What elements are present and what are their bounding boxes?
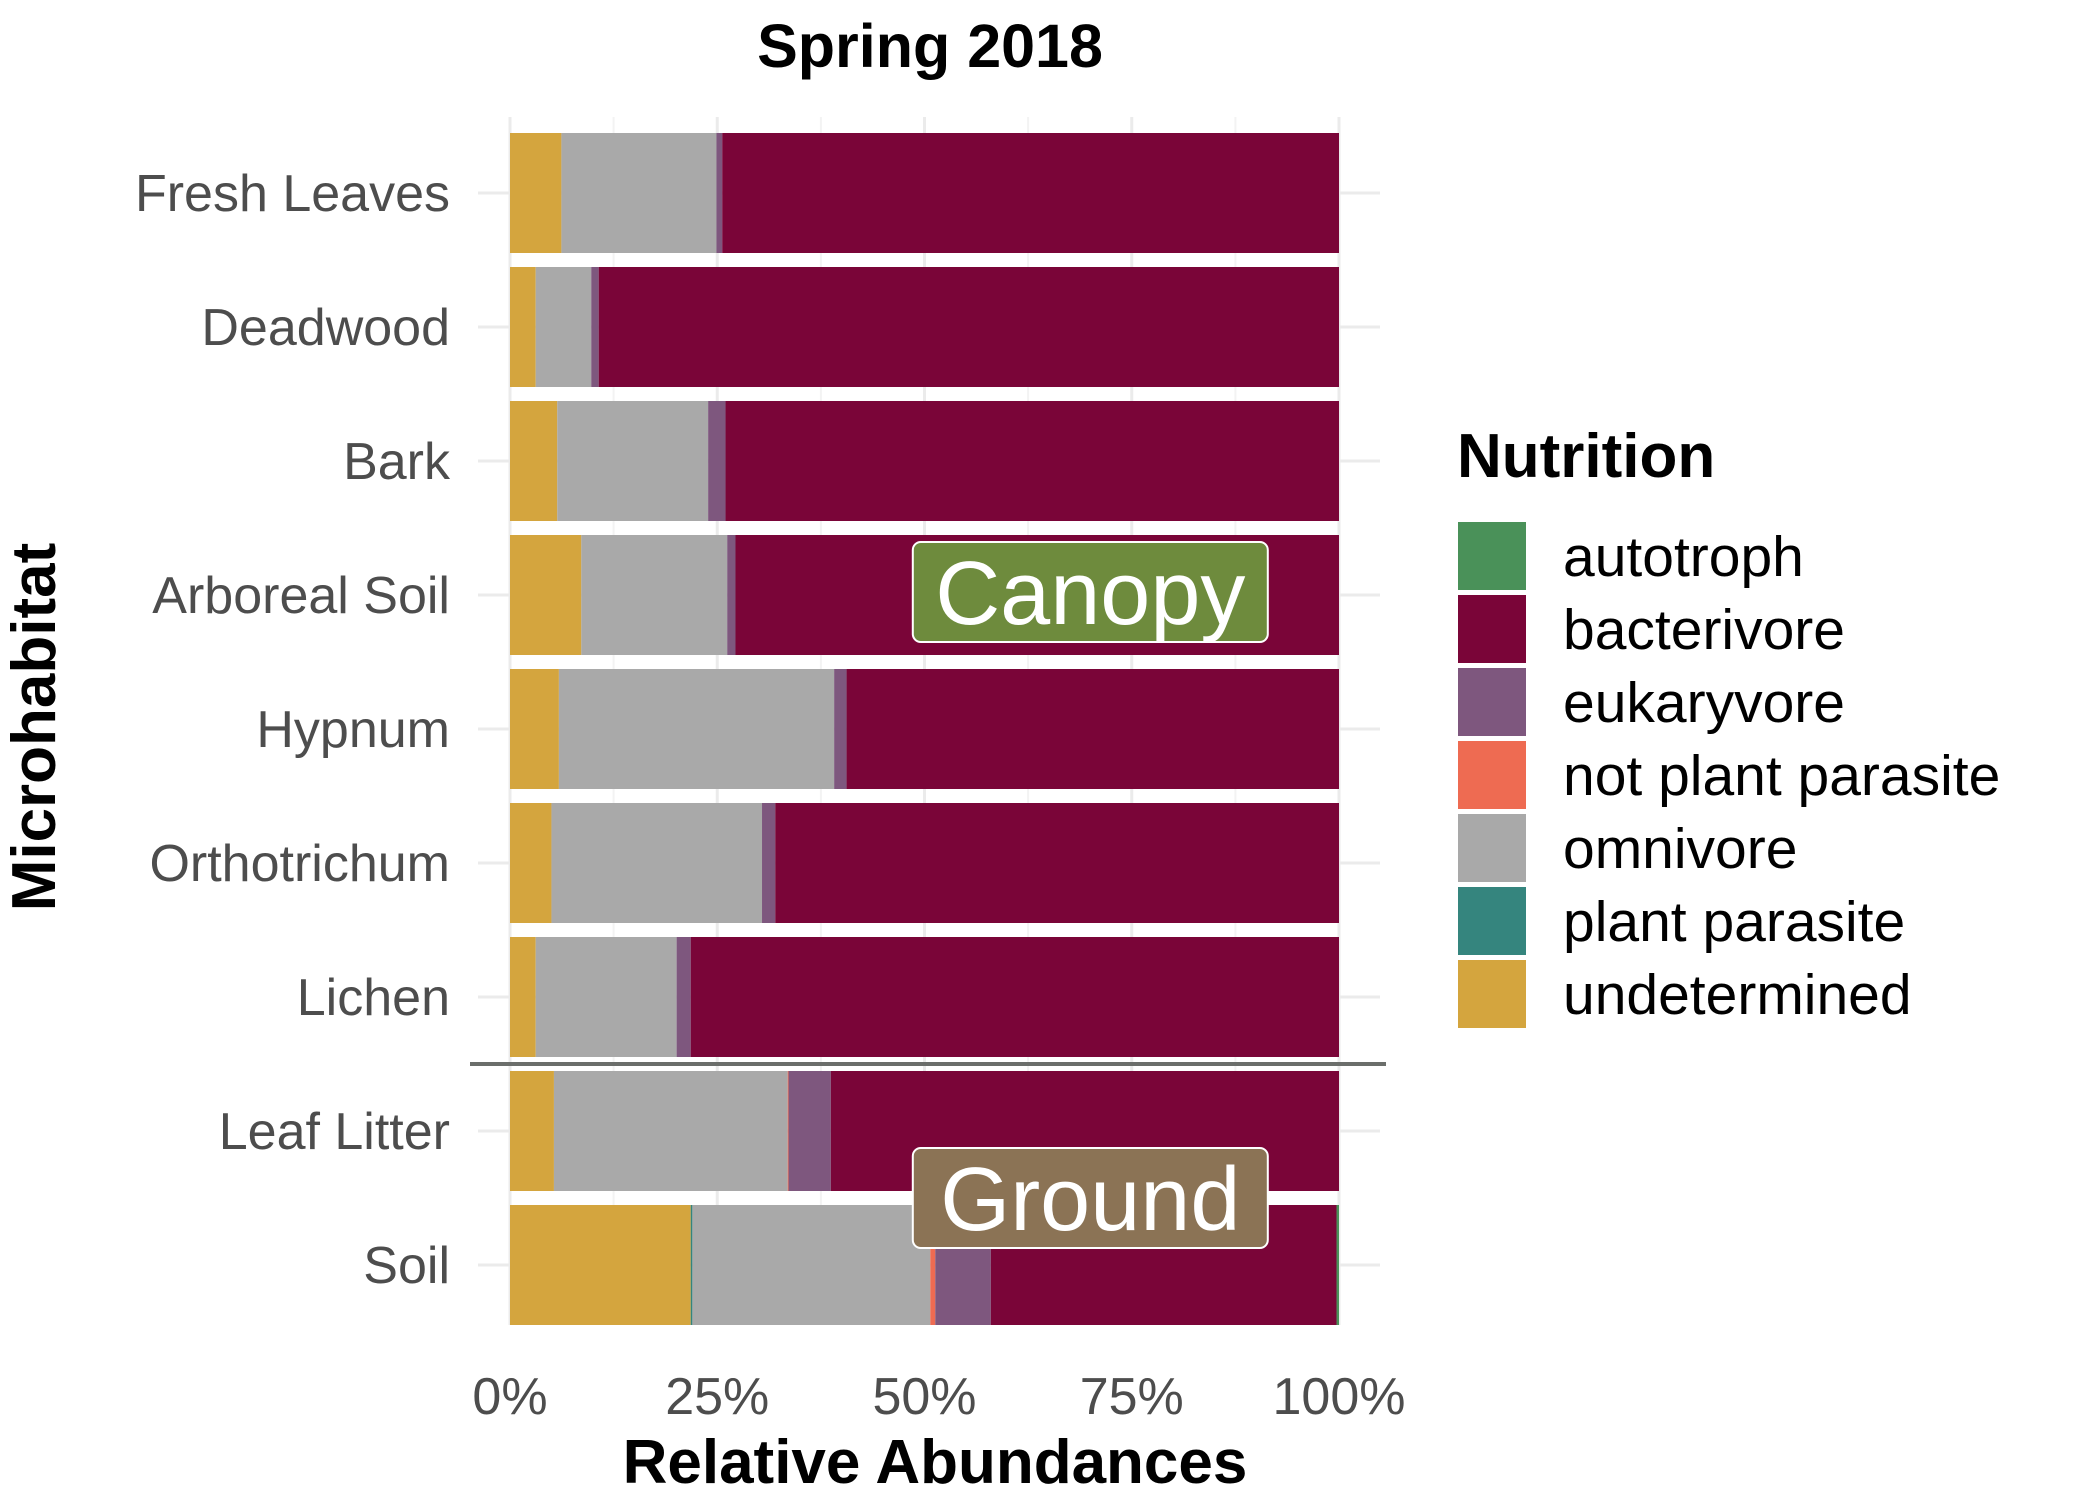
x-tick-labels: 0% 25% 50% 75% 100% [472,1368,1405,1426]
bar-hypnum-bacterivore [846,669,1339,789]
x-tick-label: 75% [1080,1368,1184,1426]
bar-lichen-bacterivore [690,937,1339,1057]
y-tick-labels: Fresh Leaves Deadwood Bark Arboreal Soil Hyp… [135,165,451,1295]
bar-soil-not-plant-parasite [930,1205,936,1325]
legend-label-eukaryvore: eukaryvore [1563,671,1845,735]
y-tick-label-bark: Bark [343,433,451,491]
bar-hypnum-omnivore [558,669,835,789]
y-tick-label-fresh-leaves: Fresh Leaves [135,165,450,223]
bar-fresh-leaves-undetermined [510,133,562,253]
legend-label-plant-parasite: plant parasite [1563,890,1905,954]
legend-label-autotroph: autotroph [1563,525,1804,589]
y-tick-label-leaf-litter: Leaf Litter [219,1103,450,1161]
legend-swatch-plant-parasite [1458,887,1526,955]
y-tick-label-deadwood: Deadwood [201,299,450,357]
bar-soil-omnivore [692,1205,931,1325]
bar-orthotrichum-eukaryvore [762,803,776,923]
bar-deadwood-bacterivore [598,267,1339,387]
y-tick-label-hypnum: Hypnum [256,701,450,759]
bar-bark-eukaryvore [708,401,726,521]
x-tick-label: 25% [665,1368,769,1426]
y-tick-label-arboreal-soil: Arboreal Soil [152,567,450,625]
x-tick-label: 100% [1273,1368,1406,1426]
group-annotations: Canopy Ground [911,541,1269,1250]
x-tick-label: 0% [472,1368,547,1426]
bar-hypnum-eukaryvore [834,669,847,789]
bar-deadwood-omnivore [535,267,592,387]
annotation-canopy: Canopy [911,541,1269,644]
chart-title: Spring 2018 [757,12,1103,80]
legend-item-plant-parasite: plant parasite [1458,887,1905,955]
bar-bark-bacterivore [725,401,1339,521]
legend-item-autotroph: autotroph [1458,522,1804,590]
legend-item-bacterivore: bacterivore [1458,595,1845,663]
x-tick-label: 50% [872,1368,976,1426]
bar-leaf-litter-eukaryvore [788,1071,831,1191]
x-axis-title: Relative Abundances [623,1428,1248,1497]
legend-item-undetermined: undetermined [1458,960,1912,1028]
bar-lichen-eukaryvore [676,937,691,1057]
bars-layer [510,133,1339,1325]
bar-leaf-litter-omnivore [553,1071,788,1191]
legend-swatch-omnivore [1458,814,1526,882]
bar-bark-omnivore [557,401,709,521]
bar-soil-plant-parasite [690,1205,693,1325]
bar-leaf-litter-not-plant-parasite [787,1071,789,1191]
legend-swatch-not-plant-parasite [1458,741,1526,809]
y-tick-label-orthotrichum: Orthotrichum [149,835,450,893]
bar-hypnum-undetermined [510,669,559,789]
bar-orthotrichum-omnivore [551,803,763,923]
annotation-box-canopy [911,541,1269,643]
y-tick-label-soil: Soil [363,1237,450,1295]
legend-label-not-plant-parasite: not plant parasite [1563,744,2000,808]
legend-label-omnivore: omnivore [1563,817,1797,881]
bar-soil-autotroph [1336,1205,1339,1325]
bar-orthotrichum-bacterivore [775,803,1339,923]
legend-swatch-eukaryvore [1458,668,1526,736]
legend-swatch-autotroph [1458,522,1526,590]
bar-deadwood-undetermined [510,267,536,387]
bar-fresh-leaves-omnivore [561,133,717,253]
legend-title: Nutrition [1457,422,1715,491]
legend-swatch-undetermined [1458,960,1526,1028]
bar-bark-undetermined [510,401,558,521]
bar-fresh-leaves-bacterivore [722,133,1339,253]
bar-deadwood-eukaryvore [591,267,599,387]
bar-lichen-undetermined [510,937,536,1057]
y-tick-label-lichen: Lichen [297,969,450,1027]
bar-leaf-litter-undetermined [510,1071,554,1191]
legend-item-not-plant-parasite: not plant parasite [1458,741,2000,809]
annotation-label-ground: Ground [940,1150,1240,1250]
bar-arboreal-soil-eukaryvore [727,535,736,655]
legend-item-eukaryvore: eukaryvore [1458,668,1845,736]
bar-arboreal-soil-omnivore [581,535,728,655]
bar-soil-undetermined [510,1205,691,1325]
bar-orthotrichum-undetermined [510,803,552,923]
bar-fresh-leaves-eukaryvore [716,133,723,253]
legend-item-omnivore: omnivore [1458,814,1797,882]
legend: Nutrition autotroph bacterivore eukaryvore… [1457,422,2000,1028]
legend-label-bacterivore: bacterivore [1563,598,1845,662]
annotation-label-canopy: Canopy [935,544,1245,644]
y-axis-title: Microhabitat [0,543,69,912]
bar-arboreal-soil-undetermined [510,535,582,655]
annotation-ground: Ground [911,1147,1269,1250]
legend-swatch-bacterivore [1458,595,1526,663]
legend-label-undetermined: undetermined [1563,963,1912,1027]
annotation-box-ground [911,1147,1269,1249]
bar-lichen-omnivore [535,937,677,1057]
